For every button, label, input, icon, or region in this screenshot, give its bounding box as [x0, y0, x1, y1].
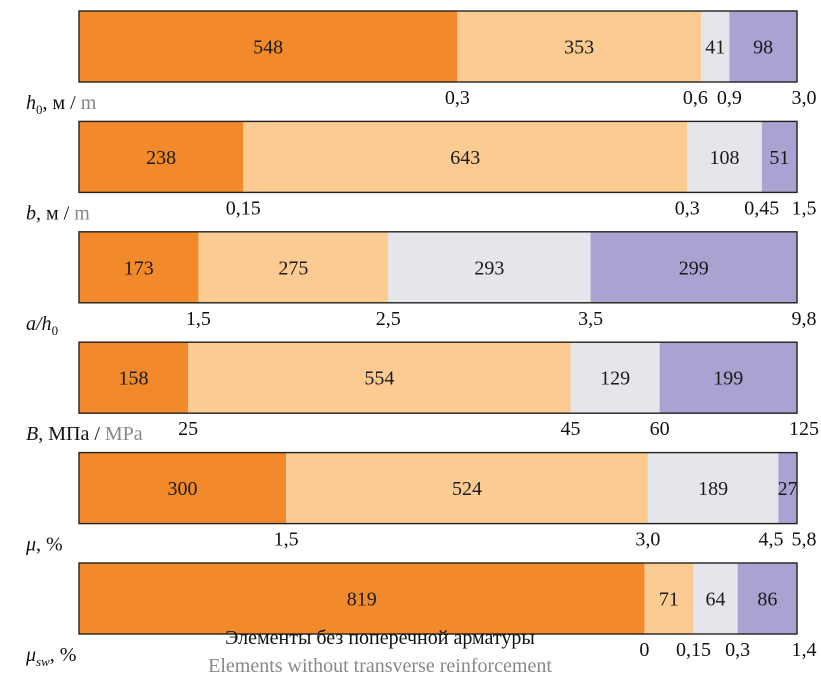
bar-segment [388, 231, 591, 303]
bar-segment [647, 452, 779, 524]
segment-value-label: 275 [278, 257, 308, 279]
bar-segment [243, 121, 688, 193]
bar-row-5: 819 71 64 86 0 0,15 0,3 1,4 μsw, % [25, 562, 817, 669]
bar-segment [761, 121, 797, 193]
segment-value-label: 108 [710, 147, 740, 169]
bar-segment [79, 563, 645, 634]
bar-outline [78, 10, 798, 83]
segment-value-label: 554 [364, 368, 394, 390]
bar-segment [570, 342, 660, 414]
bar-row-2: 173 275 293 299 1,5 2,5 3,5 9,8 a/h0 [26, 231, 817, 338]
tick-label: 4,5 [759, 529, 784, 551]
tick-label: 1,4 [792, 639, 817, 661]
bar-outline [78, 231, 798, 304]
segment-value-label: 300 [168, 478, 198, 500]
tick-label: 0,6 [683, 87, 708, 109]
bar-segment [286, 452, 648, 524]
tick-label: 9,8 [792, 308, 817, 330]
segment-value-label: 129 [600, 368, 630, 390]
bar-segment [79, 452, 287, 524]
bar-row-1: 238 643 108 51 0,15 0,3 0,45 1,5 b, м / m [26, 120, 817, 224]
segment-value-label: 41 [705, 37, 725, 59]
row-axis-label: B, МПа / MPa [26, 423, 143, 445]
bar-segment [79, 121, 244, 193]
tick-label: 125 [789, 418, 819, 440]
segment-value-label: 299 [679, 257, 709, 279]
tick-label: 60 [650, 418, 670, 440]
note-english: Elements without transverse reinforcemen… [208, 655, 552, 677]
segment-value-label: 71 [659, 589, 679, 611]
bar-outline [78, 120, 798, 194]
bar-outline [78, 451, 798, 525]
tick-label: 1,5 [186, 308, 211, 330]
segment-value-label: 51 [769, 147, 789, 169]
bar-segment [659, 342, 797, 414]
segment-value-label: 173 [124, 257, 154, 279]
segment-value-label: 238 [146, 147, 176, 169]
bar-segment [79, 11, 458, 82]
tick-label: 3,0 [792, 87, 817, 109]
row-axis-label: a/h0 [26, 313, 58, 338]
bar-segment [701, 11, 730, 82]
segment-value-label: 819 [347, 589, 377, 611]
segment-value-label: 548 [253, 37, 283, 59]
bar-segment [778, 452, 797, 524]
bar-segment [457, 11, 702, 82]
bar-segment [79, 231, 199, 303]
bar-outline [78, 341, 798, 414]
tick-label: 0,15 [226, 197, 261, 219]
tick-label: 0 [639, 639, 649, 661]
bar-row-0: 548 353 41 98 0,3 0,6 0,9 3,0 h0, м / m [26, 10, 817, 117]
segment-value-label: 353 [564, 37, 594, 59]
tick-label: 45 [561, 418, 581, 440]
tick-label: 2,5 [376, 308, 401, 330]
bar-rows: 548 353 41 98 0,3 0,6 0,9 3,0 h0, м / m 238 643 108… [25, 10, 819, 669]
segment-value-label: 64 [706, 589, 726, 611]
tick-label: 1,5 [792, 197, 817, 219]
bar-segment [188, 342, 571, 414]
note-russian: Элементы без поперечной арматуры [225, 627, 535, 649]
row-axis-label: μ, % [25, 534, 63, 556]
segment-value-label: 27 [778, 478, 798, 500]
tick-label: 0,9 [717, 87, 742, 109]
tick-label: 0,3 [445, 87, 470, 109]
segment-value-label: 524 [452, 478, 482, 500]
tick-label: 0,45 [744, 197, 779, 219]
bar-segment [687, 121, 762, 193]
row-axis-label: μsw, % [25, 644, 76, 669]
bar-segment [198, 231, 389, 303]
bar-segment [729, 11, 797, 82]
tick-label: 1,5 [274, 529, 299, 551]
tick-label: 0,15 [676, 639, 711, 661]
segment-value-label: 189 [698, 478, 728, 500]
segment-value-label: 643 [450, 147, 480, 169]
bar-row-4: 300 524 189 27 1,5 3,0 4,5 5,8 μ, % [25, 451, 817, 556]
segment-value-label: 199 [713, 368, 743, 390]
bar-segment [79, 342, 189, 414]
bar-segment [737, 563, 797, 634]
tick-label: 25 [178, 418, 198, 440]
segment-value-label: 158 [119, 368, 149, 390]
bar-segment [590, 231, 797, 303]
row-axis-label: h0, м / m [26, 92, 97, 117]
bar-segment [693, 563, 738, 634]
tick-label: 0,3 [725, 639, 750, 661]
bar-segment [644, 563, 694, 634]
tick-label: 3,5 [578, 308, 603, 330]
tick-label: 0,3 [675, 197, 700, 219]
row-axis-label: b, м / m [26, 202, 90, 224]
bar-row-3: 158 554 129 199 25 45 60 125 B, МПа / MPa [26, 341, 819, 445]
bar-outline [78, 562, 798, 635]
segment-value-label: 86 [757, 589, 777, 611]
segment-value-label: 293 [474, 257, 504, 279]
tick-label: 5,8 [792, 529, 817, 551]
tick-label: 3,0 [635, 529, 660, 551]
segment-value-label: 98 [753, 37, 773, 59]
